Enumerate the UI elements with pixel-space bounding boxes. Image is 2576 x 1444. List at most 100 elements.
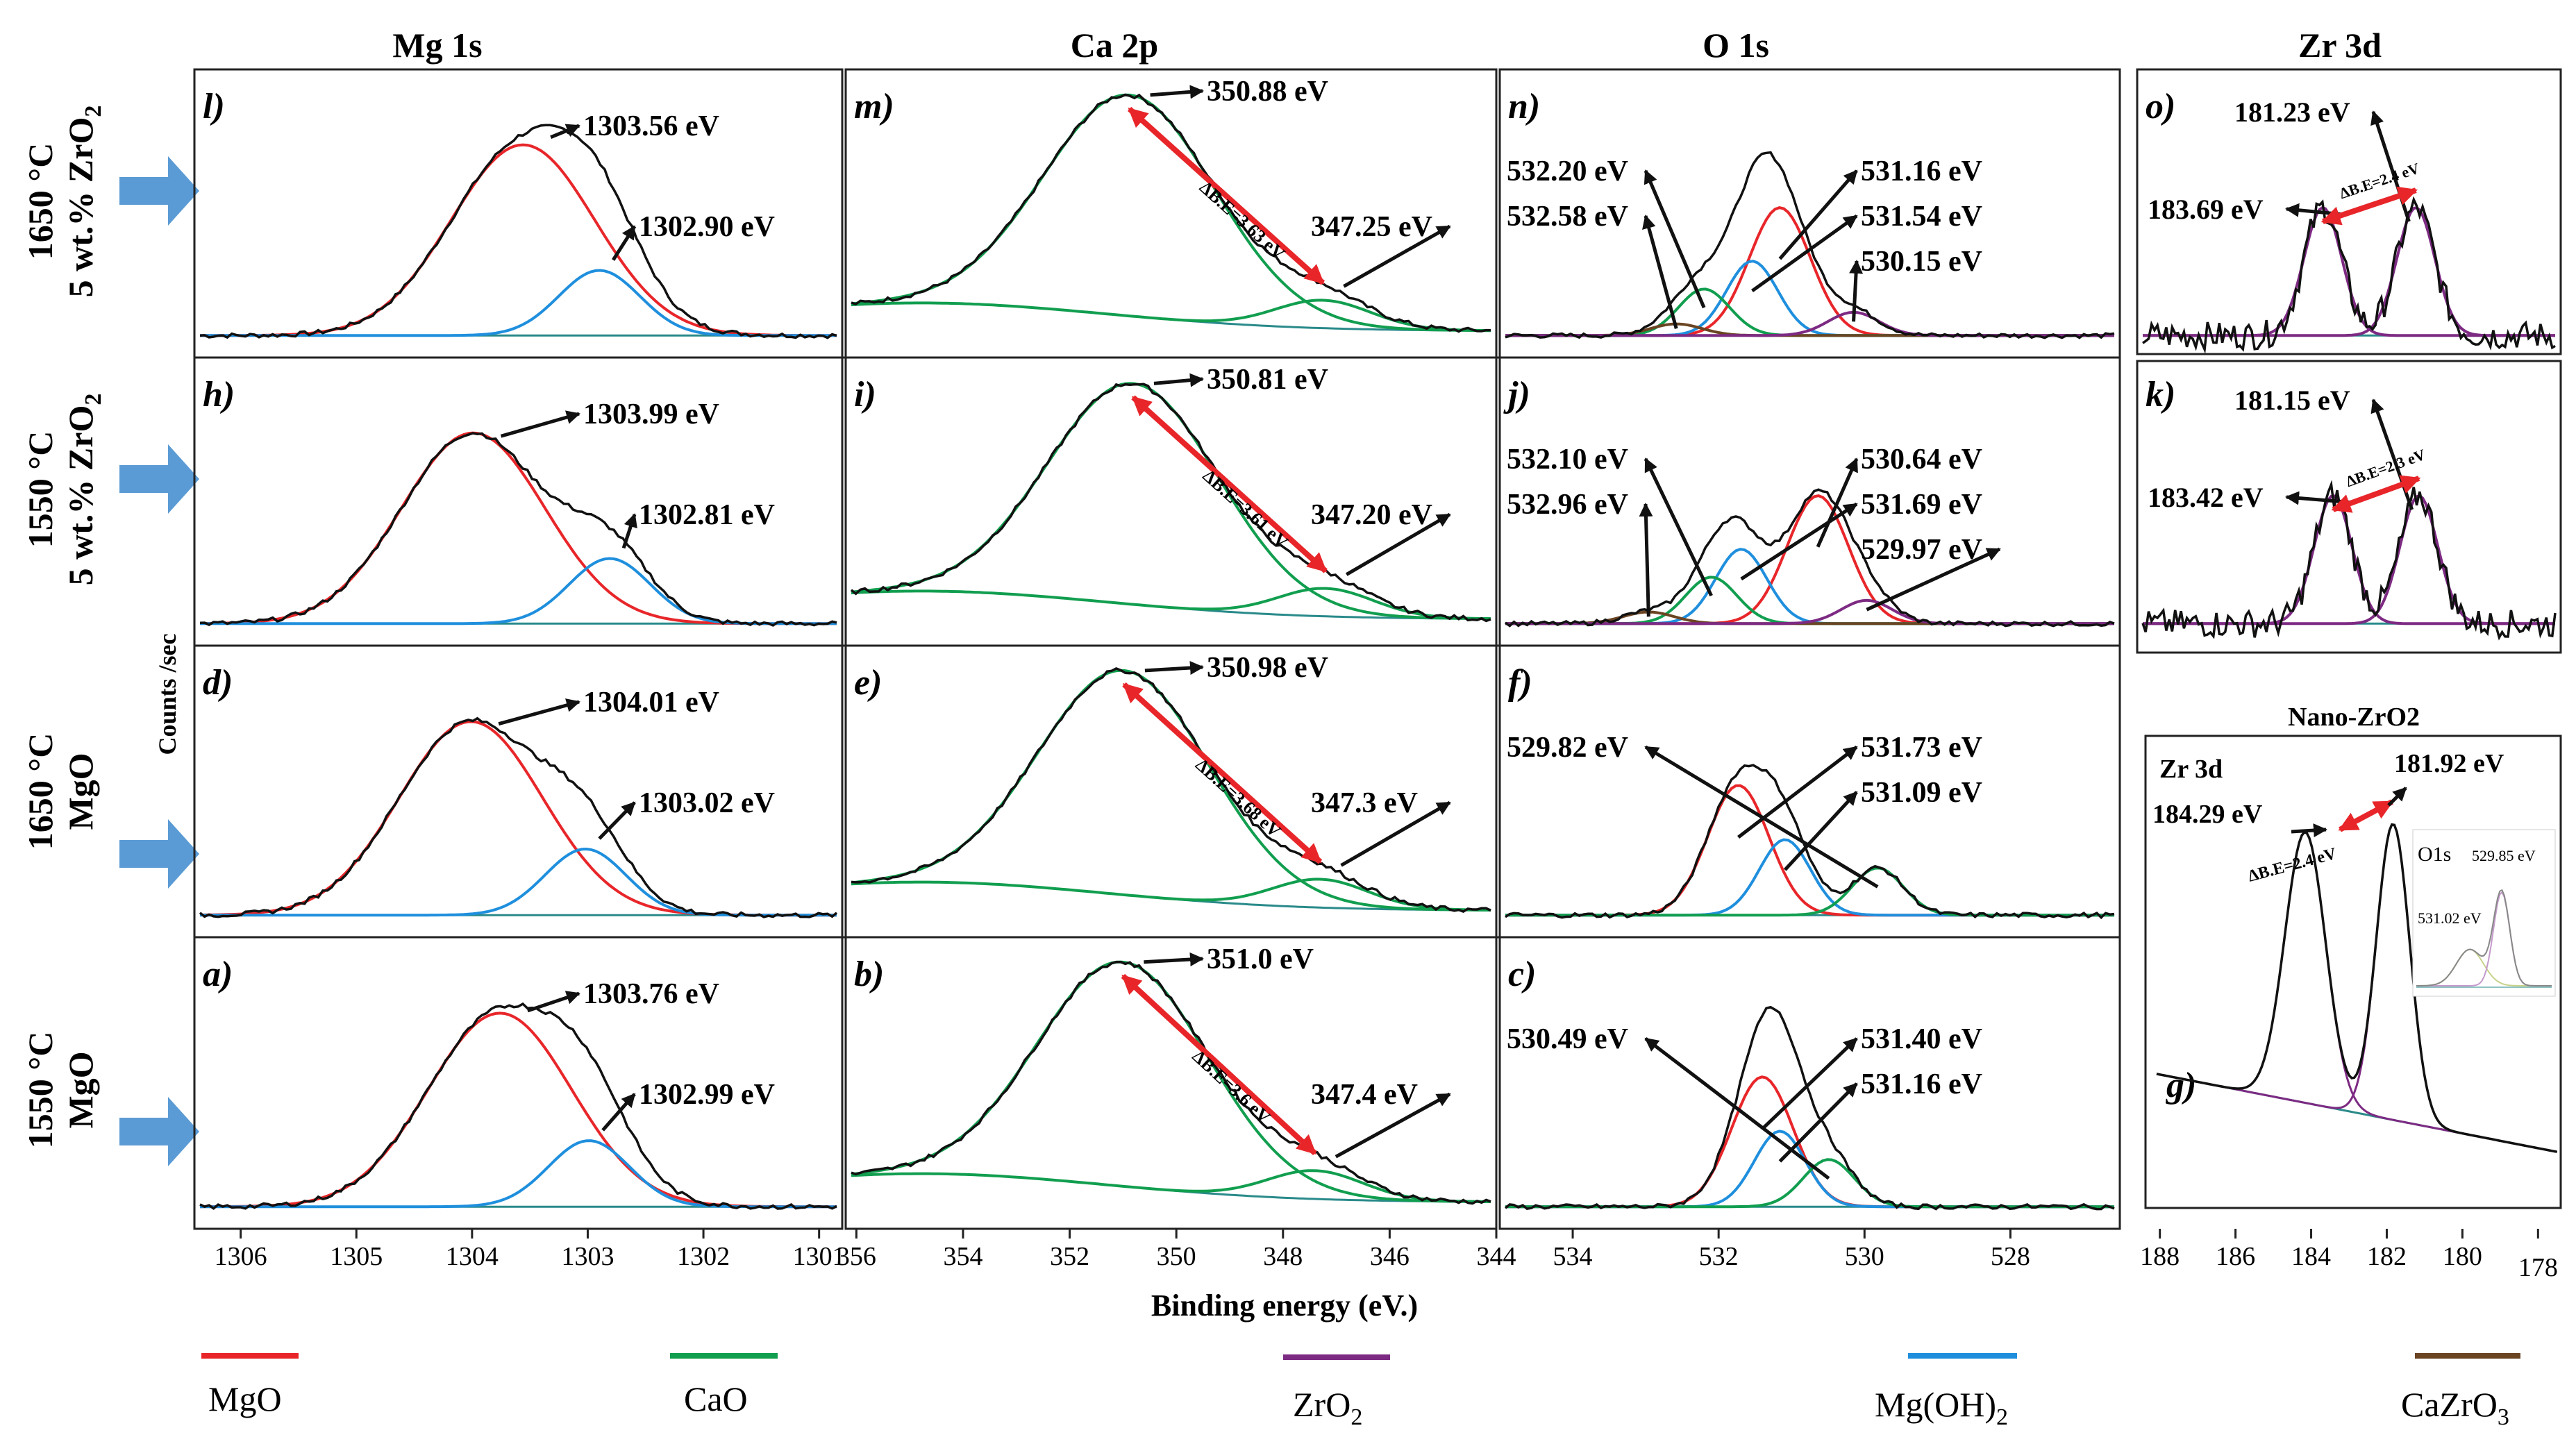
peak-label: 532.10 eV <box>1507 444 1628 476</box>
peak-label: 1303.76 eV <box>583 978 719 1010</box>
x-tick-label: 344 <box>1477 1242 1516 1271</box>
splitting-label: ΔB.E=3.6 eV <box>1189 1046 1275 1128</box>
row-pointer-arrow <box>119 444 199 514</box>
row-label-1: 1650 °C 5 wt.% ZrO2 <box>21 106 106 298</box>
peak-label: 347.3 eV <box>1311 787 1418 819</box>
peak-label: 531.73 eV <box>1861 732 1982 764</box>
row-pointer-arrow <box>119 156 199 226</box>
x-tick-label: 354 <box>943 1242 982 1271</box>
panel-frame-o <box>2136 68 2562 355</box>
panel-k: k) 183.42 eV 181.15 eV ΔB.E=2.3 eV <box>2141 375 2557 641</box>
row-comp: MgO <box>61 1051 100 1128</box>
row-arrows <box>119 156 199 1166</box>
fit-curve-cao <box>851 587 1491 621</box>
peak-label: 1302.81 eV <box>639 499 775 531</box>
peak-arrow <box>1153 373 1204 387</box>
envelope-curve <box>1504 1005 2115 1211</box>
panel-title: Nano-ZrO2 <box>2288 703 2420 732</box>
panels: l) 1303.56 eV 1302.90 eV m) 350.88 eV 347.25 … <box>199 76 2558 1211</box>
peak-label: 350.81 eV <box>1207 364 1328 396</box>
row-temp: 1650 °C <box>21 733 60 850</box>
peak-label: 532.20 eV <box>1507 156 1628 187</box>
legend-item-mgoh2: Mg(OH)2 <box>1875 1353 2017 1430</box>
envelope-curve <box>2156 823 2558 1153</box>
peak-arrow <box>1761 1037 1858 1130</box>
panel-letter: e) <box>854 663 882 703</box>
fit-curve-zro2 <box>2143 494 2555 626</box>
peak-arrow <box>498 698 580 726</box>
panel-letter: b) <box>854 955 884 994</box>
x-tick-label: 1306 <box>215 1242 267 1271</box>
panel-i: i) 350.81 eV 347.20 eV ΔB.E=3.61 eV <box>850 364 1491 623</box>
panel-j: j) 530.64 eV 531.69 eV 532.10 eV 532.96 eV 52… <box>1503 375 2115 628</box>
legend-label: MgO <box>208 1379 282 1418</box>
col3-frame <box>1498 68 2121 1230</box>
y-axis-label: Counts /sec <box>153 633 181 755</box>
peak-arrow <box>1343 224 1451 288</box>
envelope-curve <box>1505 764 2115 920</box>
peak-arrow <box>1740 502 1858 581</box>
legend-item-cao: CaO <box>670 1353 778 1418</box>
x-tick-label: 348 <box>1263 1242 1303 1271</box>
peak-arrow <box>1144 952 1204 966</box>
peak-label: 532.96 eV <box>1507 489 1628 521</box>
peak-label: 351.0 eV <box>1207 943 1314 975</box>
splitting-label: ΔB.E=3.61 eV <box>1199 465 1292 552</box>
panel-letter: a) <box>203 955 233 994</box>
row-comp: 5 wt.% ZrO2 <box>61 106 106 298</box>
panel-letter: i) <box>854 375 876 414</box>
peak-arrow <box>1778 1082 1858 1163</box>
x-tick-label: 180 <box>2443 1242 2482 1271</box>
peak-arrow <box>2291 823 2327 838</box>
x-tick-label: 1305 <box>330 1242 383 1271</box>
x-tick-label: 530 <box>1845 1242 1884 1271</box>
envelope-curve <box>1504 488 2115 628</box>
splitting-arrow <box>1121 973 1317 1156</box>
row-temp: 1550 °C <box>21 1032 60 1149</box>
panel-d: d) 1304.01 eV 1303.02 eV <box>199 663 838 918</box>
peak-arrow <box>1644 1037 1830 1180</box>
panel-letter: f) <box>1508 663 1532 703</box>
panel-m: m) 350.88 eV 347.25 eV ΔB.E=3.63 eV <box>851 76 1491 333</box>
peak-label: 183.69 eV <box>2148 194 2264 225</box>
fit-curve-mgoh2 <box>200 1139 837 1209</box>
col2-frame <box>844 68 1498 1230</box>
peak-label: 350.88 eV <box>1207 76 1328 108</box>
column-header-o1s: O 1s <box>1703 26 1769 65</box>
panel-f: f) 531.73 eV 531.09 eV 529.82 eV <box>1505 663 2115 920</box>
legend-item-cazro3: CaZrO3 <box>2401 1353 2520 1430</box>
row-comp: MgO <box>61 753 100 830</box>
envelope-curve <box>199 432 837 627</box>
peak-arrow <box>601 1093 636 1132</box>
legend-item-mgo: MgO <box>201 1353 299 1418</box>
panel-frame-g <box>2144 734 2562 1209</box>
fit-curve-mgoh2 <box>1505 1130 2114 1209</box>
legend-label: Mg(OH)2 <box>1875 1385 2008 1430</box>
inset-peak-label: 529.85 eV <box>2472 847 2536 864</box>
panel-frame-k <box>2136 360 2562 654</box>
fit-curve-cao <box>851 878 1491 912</box>
peak-arrow <box>1778 169 1858 260</box>
envelope-curve <box>199 1002 837 1210</box>
panel-letter: c) <box>1508 955 1536 994</box>
row-label-2: 1550 °C 5 wt.% ZrO2 <box>21 394 106 586</box>
envelope-curve <box>199 716 838 918</box>
x-tick-label: 178 <box>2518 1253 2558 1282</box>
legend-item-zro2: ZrO2 <box>1283 1354 1390 1430</box>
fit-curve-cao <box>851 299 1491 333</box>
x-tick-label: 532 <box>1699 1242 1739 1271</box>
inset-envelope <box>2416 889 2552 987</box>
x-tick-label: 528 <box>1991 1242 2030 1271</box>
splitting-arrow <box>2320 186 2418 226</box>
peak-arrow <box>1639 503 1653 617</box>
peak-label: 1304.01 eV <box>583 687 719 719</box>
peak-label: 347.4 eV <box>1311 1079 1418 1111</box>
peak-arrow <box>612 225 637 261</box>
panel-letter: m) <box>854 87 894 126</box>
peak-label: 532.58 eV <box>1507 201 1628 233</box>
peak-arrow <box>2387 787 2407 807</box>
peak-arrow <box>598 801 636 840</box>
x-tick-label: 534 <box>1553 1242 1593 1271</box>
